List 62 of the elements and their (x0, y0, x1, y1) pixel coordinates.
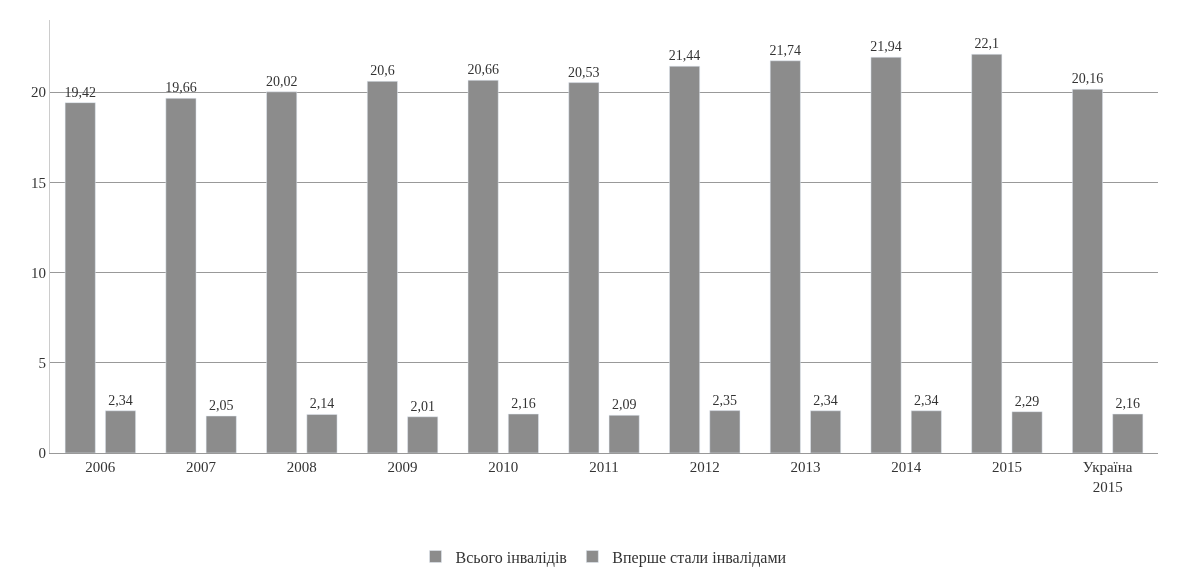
x-tick-label: 2007 (186, 459, 217, 475)
data-label: 20,66 (467, 62, 499, 78)
x-tick-label: 2009 (387, 459, 418, 475)
data-label: 2,01 (410, 398, 435, 414)
data-label: 2,16 (511, 396, 536, 412)
bar (669, 65, 700, 453)
data-label: 21,94 (870, 39, 902, 55)
data-label: 19,66 (165, 80, 197, 96)
bar (407, 416, 439, 453)
data-label: 21,74 (769, 42, 802, 58)
bar (870, 56, 902, 453)
data-label: 2,34 (813, 392, 838, 408)
bar (508, 413, 539, 453)
data-label: 19,42 (64, 84, 96, 100)
x-tick-label: 2006 (85, 459, 116, 475)
bar (608, 415, 640, 453)
bar (1011, 411, 1043, 453)
y-tick-label: 10 (31, 264, 46, 281)
bar (971, 54, 1003, 453)
data-label: 2,16 (1115, 396, 1141, 412)
data-label: 2,29 (1014, 393, 1040, 409)
bar (205, 415, 237, 453)
bar (1112, 413, 1144, 453)
legend-label: Вперше стали інвалідами (612, 548, 787, 567)
data-label: 2,34 (914, 392, 939, 408)
bar (64, 102, 96, 453)
y-tick-label: 15 (31, 174, 46, 191)
data-label: 2,05 (208, 398, 234, 414)
data-label: 20,16 (1071, 71, 1104, 87)
data-label: 2,34 (108, 392, 133, 408)
legend-label: Всього інвалідів (455, 548, 568, 567)
x-tick-label: 2012 (689, 459, 720, 475)
x-tick-label: 2008 (286, 459, 317, 475)
x-tick-label: 2011 (589, 459, 619, 475)
bar (467, 80, 499, 453)
bar (709, 410, 741, 453)
x-tick-label: Україна 2015 (1082, 459, 1133, 495)
bar (1072, 89, 1103, 453)
bar (910, 410, 942, 453)
y-tick-label: 5 (38, 355, 46, 372)
bar (105, 410, 136, 453)
x-tick-label: 2015 (991, 459, 1022, 475)
x-tick-label: 2010 (488, 459, 519, 475)
data-label: 22,1 (974, 36, 1000, 52)
data-label: 20,6 (370, 63, 395, 79)
data-label: 21,44 (668, 48, 701, 64)
y-tick-label: 20 (31, 84, 46, 101)
bar (568, 82, 600, 453)
data-label: 20,53 (568, 64, 600, 80)
bar (367, 81, 398, 453)
bar (810, 410, 841, 453)
data-label: 2,35 (712, 392, 738, 408)
data-label: 20,02 (265, 73, 298, 89)
x-tick-label: 2013 (790, 459, 821, 475)
bar (266, 91, 298, 453)
y-tick-label: 0 (38, 445, 46, 462)
bar (165, 98, 197, 453)
data-label: 2,09 (611, 397, 637, 413)
bar (769, 60, 801, 453)
data-label: 2,14 (309, 396, 335, 412)
bar (306, 414, 338, 453)
x-tick-label: 2014 (891, 459, 922, 475)
